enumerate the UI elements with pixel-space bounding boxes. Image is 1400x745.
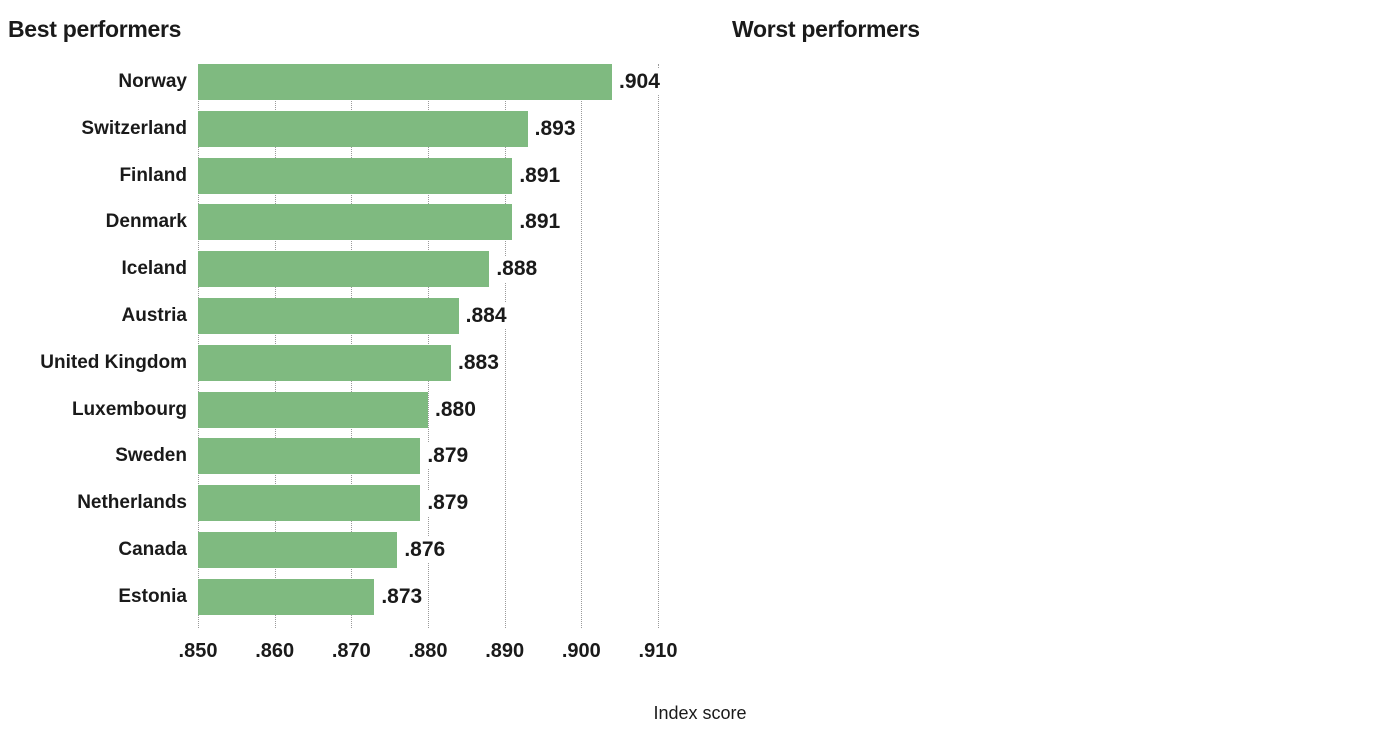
value-label: .893 xyxy=(532,115,578,142)
value-label: .876 xyxy=(402,537,448,563)
x-tick-label: .870 xyxy=(331,640,371,662)
axis-title-index-score: Index score xyxy=(653,703,747,723)
bar[interactable] xyxy=(198,110,528,147)
bar[interactable] xyxy=(198,578,375,615)
bar[interactable] xyxy=(198,485,421,522)
bar[interactable] xyxy=(198,64,612,100)
bar[interactable] xyxy=(198,251,490,288)
bar[interactable] xyxy=(198,438,421,475)
category-label: Canada xyxy=(118,539,187,561)
bar-row[interactable]: Canada .876 xyxy=(118,532,658,568)
bar[interactable] xyxy=(198,391,428,428)
plot-area-best: Norway .904 Switzerland .893 Finland .891 Denm… xyxy=(40,64,662,628)
value-label: .884 xyxy=(463,303,509,329)
x-tick-label: .890 xyxy=(485,640,525,662)
bar[interactable] xyxy=(198,204,513,241)
value-label: .880 xyxy=(433,396,478,423)
category-label: Denmark xyxy=(105,211,187,233)
x-tick-label: .850 xyxy=(178,640,218,662)
x-tick-label: .910 xyxy=(638,640,678,662)
gridline-best-4 xyxy=(504,64,506,628)
bar-row[interactable]: Netherlands .879 xyxy=(77,485,658,522)
value-label: .879 xyxy=(425,443,471,470)
category-label: Luxembourg xyxy=(71,398,187,420)
bar-row[interactable]: Iceland .888 xyxy=(122,251,658,288)
bar-row[interactable]: Denmark .891 xyxy=(106,204,658,241)
value-label: .888 xyxy=(494,256,540,283)
category-label: Netherlands xyxy=(77,492,187,514)
category-label: Sweden xyxy=(115,445,187,467)
value-label: .891 xyxy=(517,162,563,189)
category-label: Austria xyxy=(121,305,187,327)
bar-row[interactable]: Luxembourg .880 xyxy=(72,391,658,428)
panel-best-performers: Best performers Norway .904 Switzerland .89… xyxy=(0,0,700,700)
bar-row[interactable]: Switzerland .893 xyxy=(81,110,658,147)
category-label: Finland xyxy=(119,164,187,186)
panel-title-worst: Worst performers xyxy=(732,16,920,42)
panel-title-best: Best performers xyxy=(8,16,182,42)
value-label: .883 xyxy=(456,349,501,376)
bar-row[interactable]: Estonia .873 xyxy=(118,578,658,615)
x-axis-best: .850 .860 .870 .880 .890 .900 .910 xyxy=(179,640,678,670)
bar[interactable] xyxy=(198,298,459,334)
bar-row[interactable]: Sweden .879 xyxy=(115,438,658,475)
category-label: Iceland xyxy=(121,258,187,280)
gridline-best-6 xyxy=(658,64,659,628)
bar[interactable] xyxy=(198,157,513,194)
value-label: .879 xyxy=(425,490,471,517)
bar-row[interactable]: Austria .884 xyxy=(122,298,658,334)
value-label: .891 xyxy=(517,209,563,236)
x-tick-label: .860 xyxy=(255,640,295,662)
bar[interactable] xyxy=(198,532,398,568)
category-label: Estonia xyxy=(118,585,187,607)
panel-worst-performers: Worst performers Yemen.351Afghanistan.37… xyxy=(700,0,1400,700)
gridline-best-5 xyxy=(581,64,583,628)
bar-row[interactable]: United Kingdom .883 xyxy=(40,344,658,381)
x-tick-label: .900 xyxy=(561,640,601,662)
bar[interactable] xyxy=(198,344,451,381)
category-label: United Kingdom xyxy=(40,351,187,373)
bar-row[interactable]: Norway .904 xyxy=(118,64,662,100)
category-label: Switzerland xyxy=(81,117,187,139)
value-label: .873 xyxy=(379,583,425,610)
x-tick-label: .880 xyxy=(408,640,448,662)
category-label: Norway xyxy=(118,71,187,93)
value-label: .904 xyxy=(617,69,662,95)
bar-row[interactable]: Finland .891 xyxy=(119,157,658,194)
